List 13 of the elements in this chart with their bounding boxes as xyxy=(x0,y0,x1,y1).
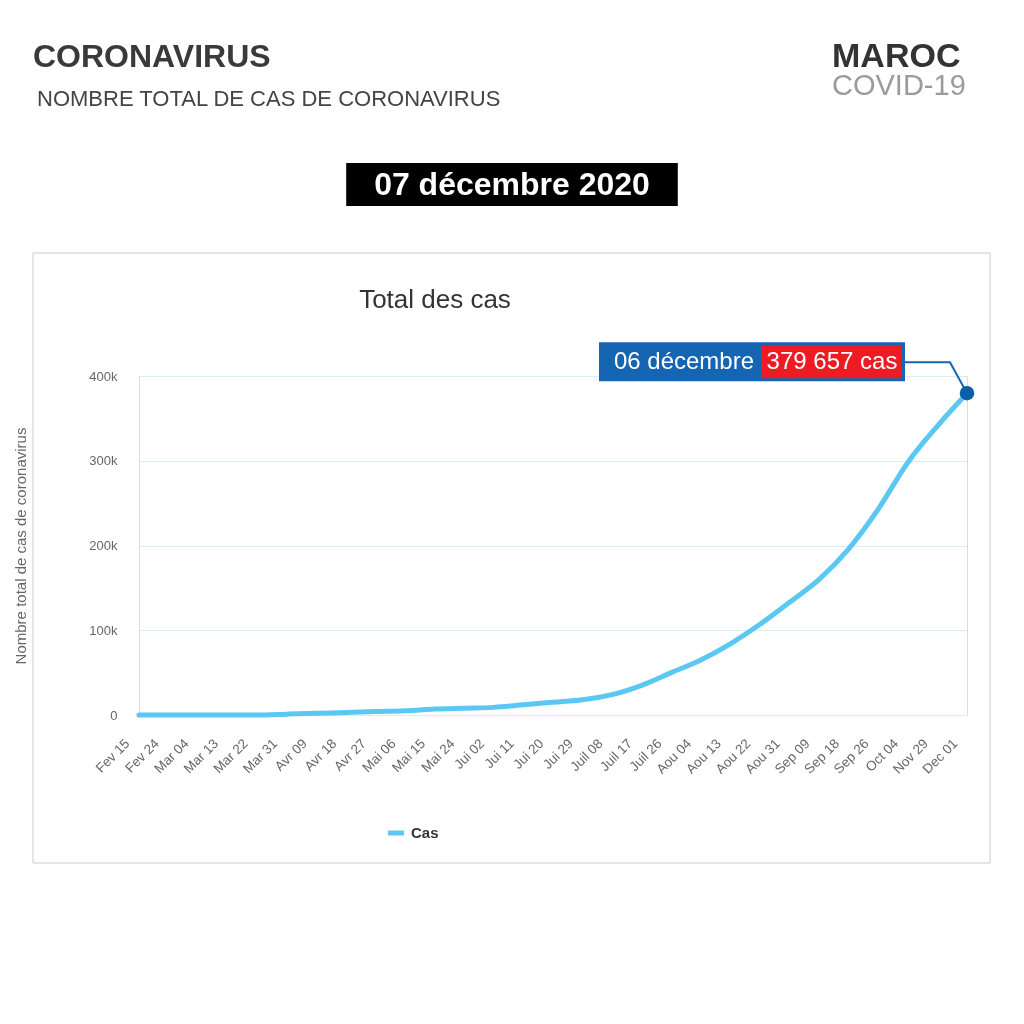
chart-subtitle: NOMBRE TOTAL DE CAS DE CORONAVIRUS xyxy=(37,86,501,111)
y-tick-label: 300k xyxy=(89,453,118,469)
legend-label: Cas xyxy=(411,824,439,841)
y-tick-label: 0 xyxy=(110,707,118,723)
y-tick-label: 400k xyxy=(89,368,118,384)
chart-title: CORONAVIRUS xyxy=(33,38,271,74)
text: Total des cas xyxy=(359,284,511,314)
annotation: 379 657 cas xyxy=(766,347,898,375)
text: 06 décembre xyxy=(613,347,755,375)
y-tick-label: 200k xyxy=(89,538,118,553)
y-axis-title: Nombre total de cas de coronavirus xyxy=(11,427,29,665)
y-tick-label: 100k xyxy=(89,622,118,638)
text: 07 décembre 2020 xyxy=(374,166,650,202)
